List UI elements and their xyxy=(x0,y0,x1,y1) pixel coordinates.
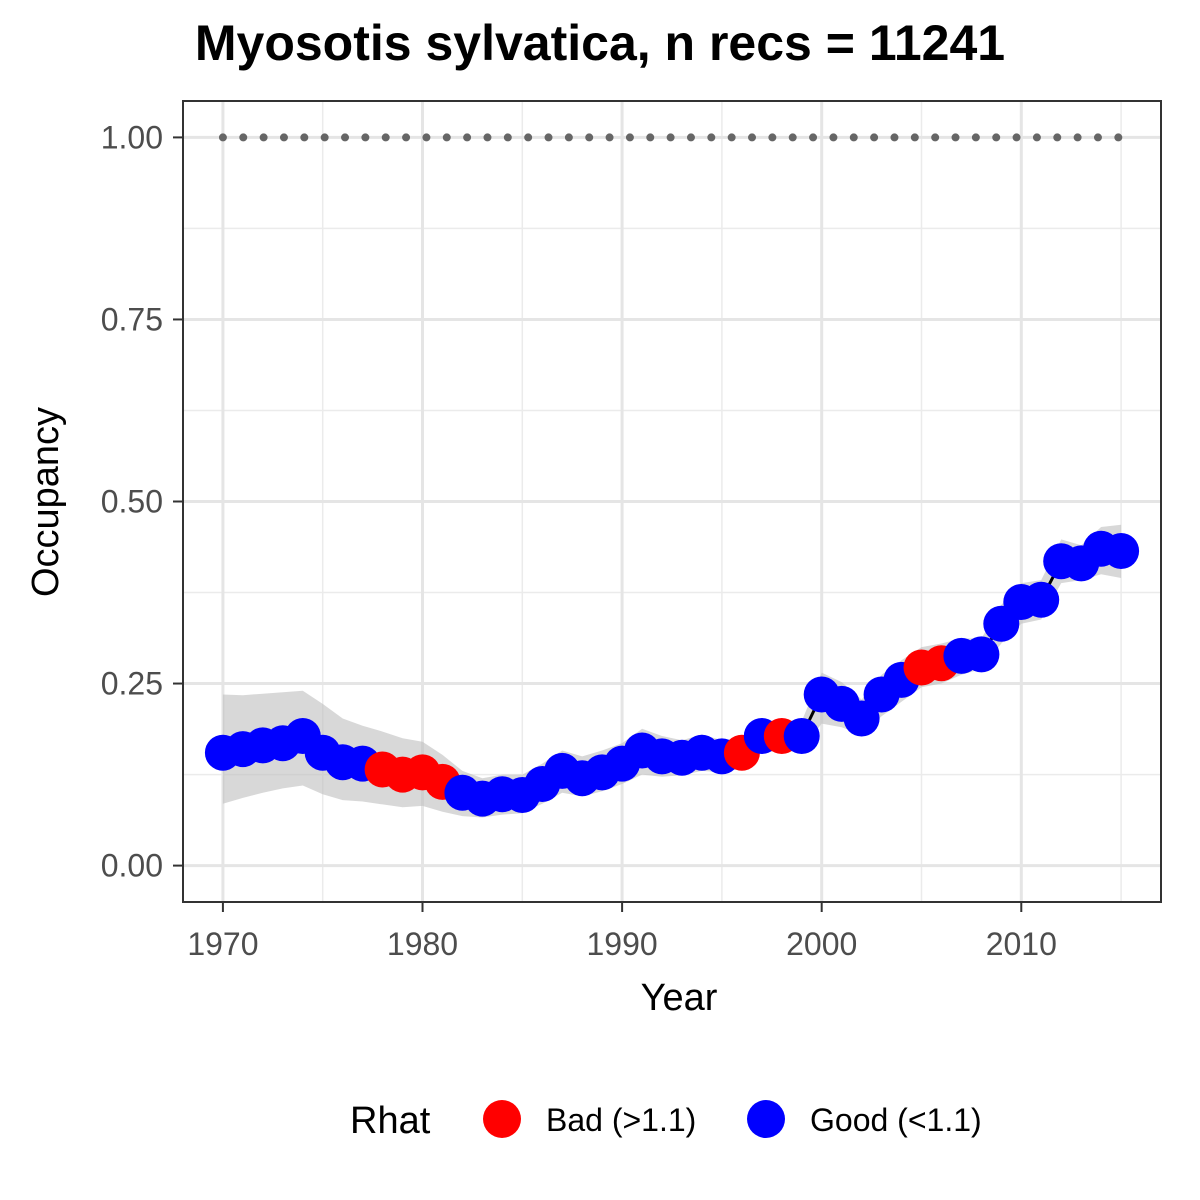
y-tick-label: 0.75 xyxy=(101,301,163,337)
chart-title: Myosotis sylvatica, n recs = 11241 xyxy=(194,15,1006,71)
data-points xyxy=(204,530,1140,817)
legend-title: Rhat xyxy=(350,1100,431,1142)
y-tick-label: 1.00 xyxy=(101,119,163,155)
x-tick-label: 2000 xyxy=(786,926,857,962)
y-tick-label: 0.50 xyxy=(101,484,163,520)
legend-swatch-bad xyxy=(483,1100,521,1138)
x-tick-label: 1980 xyxy=(387,926,458,962)
legend: Rhat Bad (>1.1) Good (<1.1) xyxy=(350,1100,982,1142)
x-tick-label: 1970 xyxy=(187,926,258,962)
data-point-good xyxy=(783,718,820,754)
y-axis-title: Occupancy xyxy=(25,407,67,597)
legend-label-good: Good (<1.1) xyxy=(810,1102,982,1138)
x-axis-title: Year xyxy=(641,977,718,1019)
y-axis: 0.00 0.25 0.50 0.75 1.00 xyxy=(101,119,183,884)
data-point-good xyxy=(843,700,880,737)
legend-label-bad: Bad (>1.1) xyxy=(546,1102,696,1138)
data-point-good xyxy=(1103,533,1140,569)
x-axis: 1970 1980 1990 2000 2010 xyxy=(187,902,1057,962)
x-tick-label: 1990 xyxy=(587,926,658,962)
data-point-good xyxy=(963,636,1000,673)
data-point-good xyxy=(1023,581,1060,618)
legend-swatch-good xyxy=(747,1100,785,1138)
y-tick-label: 0.25 xyxy=(101,666,163,702)
x-tick-label: 2010 xyxy=(986,926,1057,962)
y-tick-label: 0.00 xyxy=(101,848,163,884)
